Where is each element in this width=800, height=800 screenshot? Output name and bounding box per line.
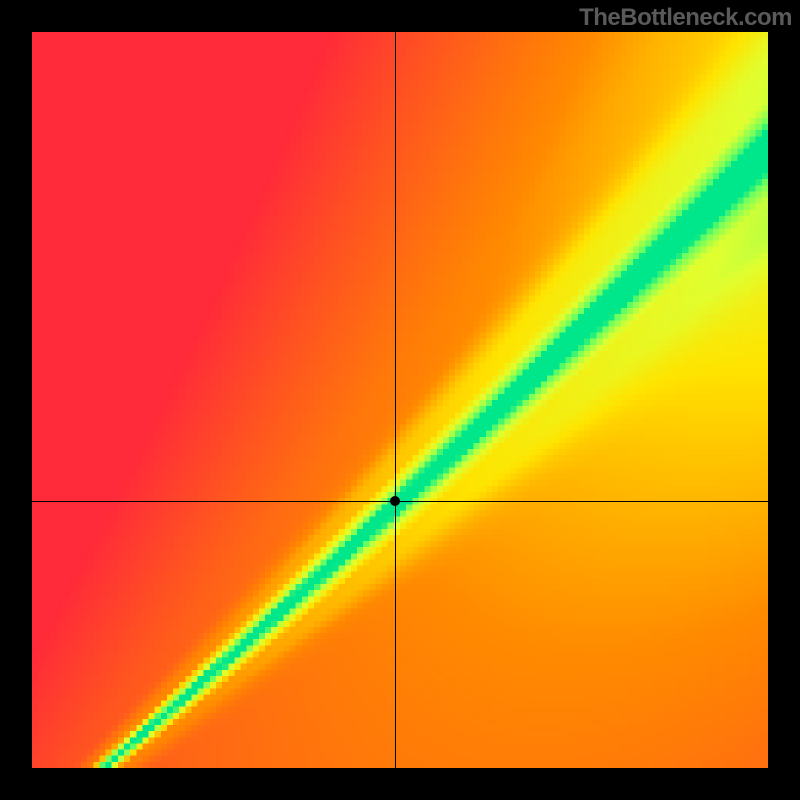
heatmap-canvas [32, 32, 768, 768]
crosshair-vertical [395, 32, 396, 768]
plot-area [32, 32, 768, 768]
marker-dot [390, 496, 400, 506]
crosshair-horizontal [32, 501, 768, 502]
watermark-text: TheBottleneck.com [579, 4, 792, 32]
chart-root: TheBottleneck.com [0, 0, 800, 800]
